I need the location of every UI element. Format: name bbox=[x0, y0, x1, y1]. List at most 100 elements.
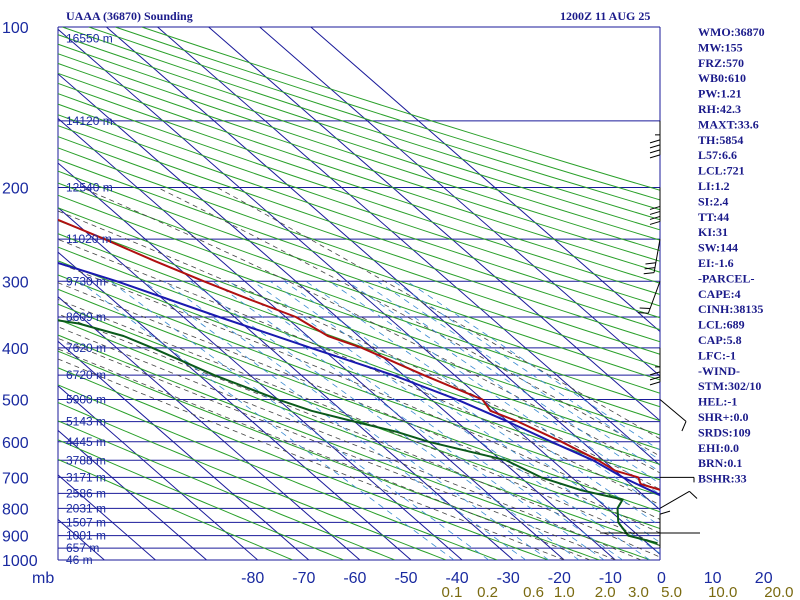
dry-adiabat-line bbox=[58, 318, 660, 547]
pressure-tick-label: 400 bbox=[2, 341, 29, 358]
moist-adiabat-line bbox=[58, 238, 660, 506]
pressure-tick-label: 200 bbox=[2, 180, 29, 197]
dry-adiabat-line bbox=[58, 402, 447, 560]
pressure-tick-label: 600 bbox=[2, 435, 29, 452]
height-tick-label: 8609 m bbox=[66, 310, 106, 324]
wind-barb-staff bbox=[653, 239, 661, 273]
isotherm-line bbox=[58, 296, 361, 560]
sounding-index: MW:155 bbox=[698, 40, 743, 54]
pressure-tick-label: 900 bbox=[2, 529, 29, 546]
mixing-ratio-label: 1.0 bbox=[554, 584, 575, 600]
dry-adiabat-grid bbox=[58, 27, 660, 560]
mixing-ratio-grid bbox=[79, 280, 660, 560]
mixing-ratio-line bbox=[283, 280, 660, 543]
isotherm-line bbox=[58, 385, 259, 560]
temperature-tick-label: -70 bbox=[292, 570, 315, 587]
dry-adiabat-line bbox=[58, 82, 660, 284]
wind-barb-column bbox=[600, 120, 700, 549]
sounding-index: CINH:38135 bbox=[698, 302, 763, 316]
isotherm-line bbox=[157, 27, 660, 466]
sounding-index: L57:6.6 bbox=[698, 148, 737, 162]
wind-barb-flag bbox=[649, 139, 661, 144]
sounding-index: SHR+:0.0 bbox=[698, 410, 749, 424]
wind-barb bbox=[659, 399, 687, 432]
dry-adiabat-line bbox=[58, 158, 660, 368]
dry-adiabat-line bbox=[58, 103, 660, 307]
isotherm-line bbox=[58, 117, 565, 560]
mixing-ratio-label: 0.2 bbox=[477, 584, 498, 600]
isotherm-line bbox=[58, 251, 412, 560]
mixing-ratio-line bbox=[143, 280, 527, 560]
moist-adiabat-grid bbox=[58, 187, 660, 560]
mixing-ratio-label: 5.0 bbox=[661, 584, 682, 600]
dry-adiabat-line bbox=[58, 72, 660, 273]
wind-barb-flag bbox=[649, 154, 661, 159]
height-tick-label: 7620 m bbox=[66, 341, 106, 355]
wind-barb-flag bbox=[649, 371, 661, 376]
dry-adiabat-line bbox=[58, 420, 396, 560]
dry-adiabat-line bbox=[58, 233, 660, 451]
mixing-ratio-line bbox=[406, 280, 660, 451]
height-tick-label: 6720 m bbox=[66, 368, 106, 382]
wind-barb bbox=[659, 510, 671, 549]
wind-barb-flag bbox=[644, 267, 656, 270]
dry-adiabat-line bbox=[58, 384, 498, 560]
height-tick-label: 3171 m bbox=[66, 470, 106, 484]
isotherm-line bbox=[208, 27, 660, 422]
pressure-tick-label: 500 bbox=[2, 393, 29, 410]
mixing-ratio-line bbox=[163, 280, 549, 560]
sounding-index: WB0:610 bbox=[698, 71, 746, 85]
height-tick-label: 14120 m bbox=[66, 114, 113, 128]
sounding-time: 1200Z 11 AUG 25 bbox=[560, 9, 650, 23]
temperature-tick-label: -40 bbox=[446, 570, 469, 587]
height-tick-label: 657 m bbox=[66, 541, 99, 555]
dry-adiabat-line bbox=[58, 93, 660, 295]
height-tick-label: 1001 m bbox=[66, 529, 106, 543]
temperature-tick-label: 10 bbox=[704, 570, 722, 587]
sounding-index: BRN:0.1 bbox=[698, 456, 742, 470]
dry-adiabat-line bbox=[62, 27, 660, 221]
wind-barb bbox=[637, 281, 661, 314]
sounding-index: SI:2.4 bbox=[698, 194, 728, 208]
mixing-ratio-line bbox=[190, 280, 580, 560]
wind-barb-flag bbox=[649, 381, 661, 386]
sounding-index: LCL:721 bbox=[698, 164, 745, 178]
dry-adiabat-line bbox=[58, 439, 344, 560]
sounding-index: TT:44 bbox=[698, 210, 729, 224]
moist-adiabat-line bbox=[157, 187, 660, 457]
isotherm-line bbox=[310, 27, 660, 333]
height-tick-label: 2586 m bbox=[66, 486, 106, 500]
sounding-index: STM:302/10 bbox=[698, 379, 761, 393]
wind-barb bbox=[643, 239, 661, 275]
mixing-ratio-line bbox=[79, 280, 455, 560]
dry-adiabat-line bbox=[58, 170, 660, 381]
isotherm-line bbox=[259, 27, 660, 377]
mixing-ratio-line bbox=[361, 280, 660, 485]
temperature-tick-label: -80 bbox=[241, 570, 264, 587]
wind-barb bbox=[660, 476, 695, 483]
dry-adiabat-line bbox=[58, 207, 660, 422]
wind-barb-flag bbox=[637, 312, 649, 314]
moist-adiabat-line bbox=[81, 187, 660, 474]
height-tick-label: 5143 m bbox=[66, 415, 106, 429]
dry-adiabat-line bbox=[58, 367, 549, 560]
moist-adiabat-line bbox=[58, 210, 660, 490]
wind-barb-flag bbox=[649, 205, 661, 210]
sounding-index: -PARCEL- bbox=[698, 271, 754, 285]
temperature-tick-label: 0 bbox=[657, 570, 666, 587]
wind-barb-staff bbox=[659, 399, 687, 422]
isotherm-line bbox=[58, 73, 616, 560]
wind-barb bbox=[649, 120, 661, 159]
sounding-index: WMO:36870 bbox=[698, 25, 765, 39]
height-tick-label: 11020 m bbox=[66, 232, 112, 246]
sounding-index: EI:-1.6 bbox=[698, 256, 734, 270]
dry-adiabat-line bbox=[58, 194, 660, 408]
dry-adiabat-line bbox=[58, 62, 660, 262]
sounding-index: SW:144 bbox=[698, 241, 738, 255]
height-tick-label: 4445 m bbox=[66, 435, 106, 449]
wind-barb bbox=[659, 490, 698, 509]
mixing-ratio-line bbox=[393, 280, 660, 461]
sounding-index: EHI:0.0 bbox=[698, 441, 739, 455]
